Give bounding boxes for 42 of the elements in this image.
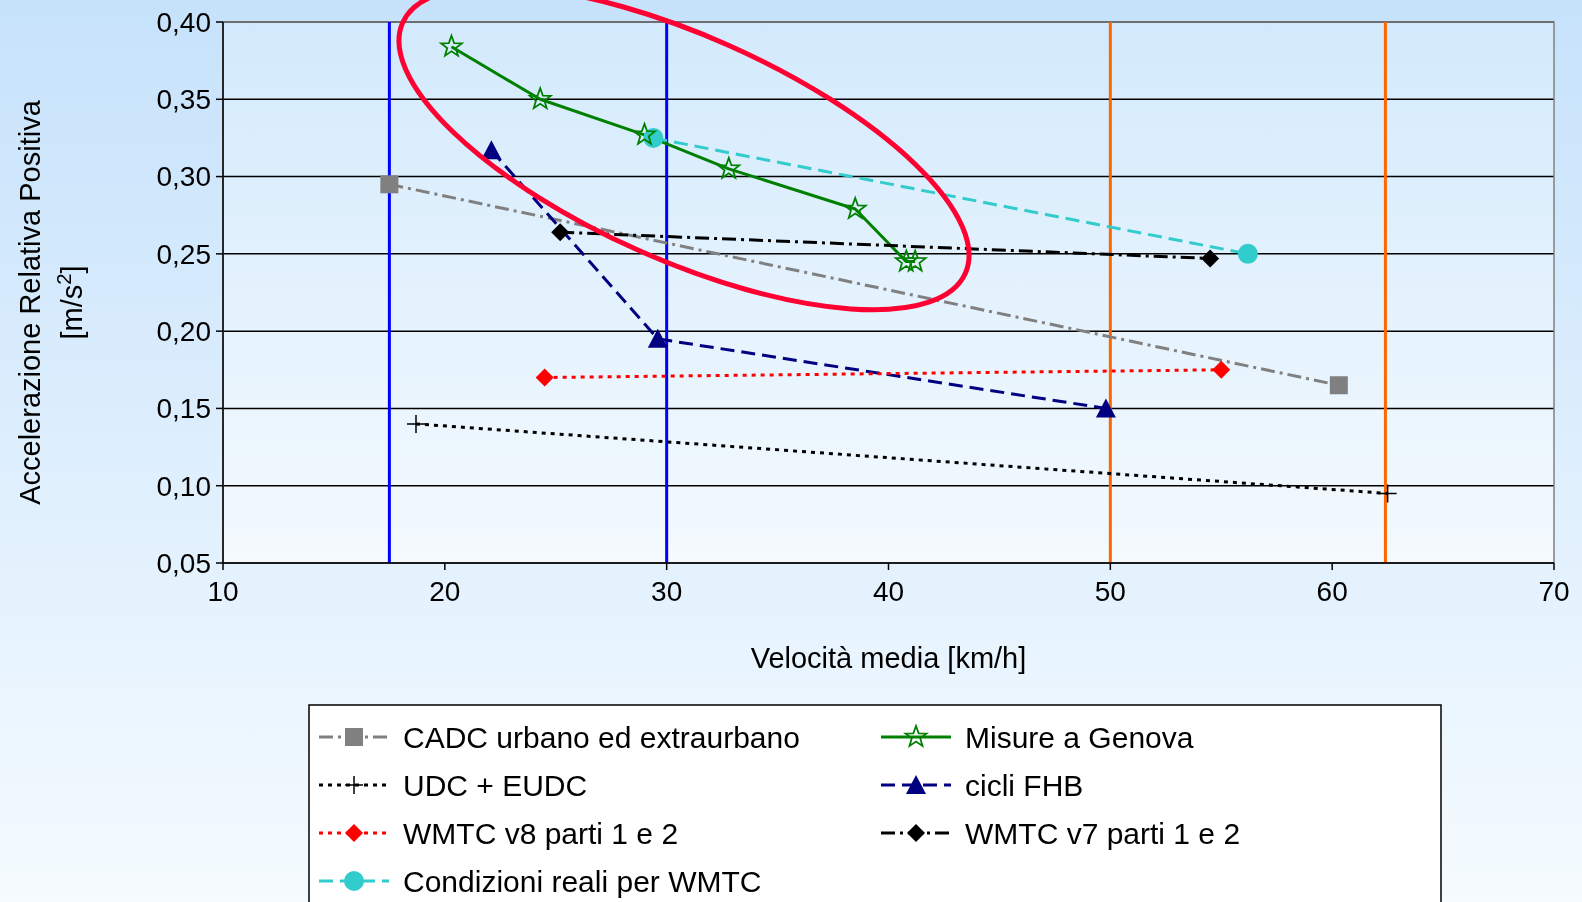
legend-label: Misure a Genova — [965, 720, 1194, 754]
point — [440, 34, 463, 57]
legend-label: UDC + EUDC — [403, 768, 588, 802]
y-tick-label: 0,05 — [156, 547, 211, 579]
point — [633, 122, 656, 145]
x-tick-label: 20 — [429, 576, 461, 607]
legend-label: CADC urbano ed extraurbano — [403, 720, 800, 754]
x-tick-label: 10 — [207, 576, 239, 607]
x-tick-label: 40 — [872, 576, 905, 607]
point — [717, 156, 741, 179]
point — [903, 249, 927, 272]
point — [1237, 243, 1258, 264]
point — [481, 140, 502, 160]
point — [894, 249, 918, 272]
point — [1377, 483, 1398, 504]
x-tick-label: 30 — [651, 576, 683, 607]
x-tick-label: 70 — [1538, 576, 1570, 607]
point — [551, 223, 570, 242]
point — [380, 175, 399, 194]
point — [843, 197, 867, 219]
y-tick-label: 0,10 — [156, 470, 211, 502]
y-tick-label: 0,35 — [156, 84, 211, 116]
y-tick-label: 0,15 — [156, 393, 211, 425]
point — [535, 368, 554, 387]
legend-label: Condizioni reali per WMTC — [403, 864, 762, 898]
point — [647, 328, 668, 348]
legend-label: cicli FHB — [965, 768, 1084, 802]
legend-label: WMTC v7 parti 1 e 2 — [965, 816, 1241, 850]
point — [406, 414, 426, 434]
point — [528, 87, 552, 110]
point — [1329, 376, 1348, 395]
y-tick-label: 0,25 — [156, 238, 211, 270]
point — [1095, 398, 1116, 418]
legend-label: WMTC v8 parti 1 e 2 — [403, 816, 679, 850]
point — [1212, 360, 1231, 379]
x-tick-label: 50 — [1094, 576, 1126, 607]
y-tick-label: 0,30 — [156, 161, 211, 193]
y-tick-label: 0,20 — [156, 315, 211, 347]
y-tick-label: 0,40 — [156, 6, 211, 38]
x-tick-label: 60 — [1316, 576, 1348, 607]
x-axis-title: Velocità media [km/h] — [750, 642, 1027, 674]
point — [1201, 249, 1220, 268]
